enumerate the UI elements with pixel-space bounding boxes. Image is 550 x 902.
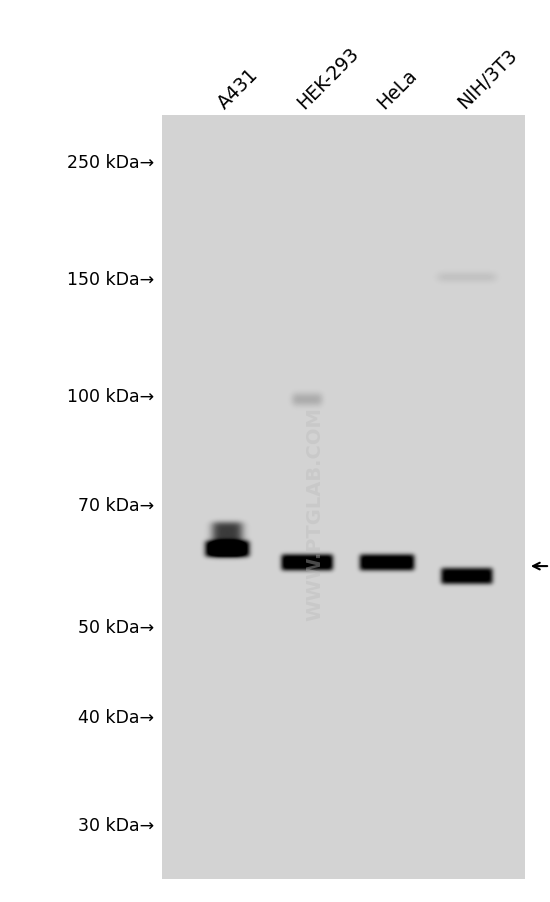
Text: HeLa: HeLa	[374, 66, 421, 113]
Text: WWW.PTGLAB.COM: WWW.PTGLAB.COM	[305, 407, 324, 621]
Text: 40 kDa→: 40 kDa→	[78, 708, 154, 726]
Text: 150 kDa→: 150 kDa→	[67, 271, 154, 289]
Text: 50 kDa→: 50 kDa→	[78, 618, 154, 636]
Text: 70 kDa→: 70 kDa→	[78, 496, 154, 514]
Text: 250 kDa→: 250 kDa→	[67, 153, 154, 171]
Text: 30 kDa→: 30 kDa→	[78, 816, 154, 834]
Text: 100 kDa→: 100 kDa→	[67, 388, 154, 406]
Bar	[162, 117, 525, 879]
Text: A431: A431	[214, 65, 262, 113]
Text: NIH/3T3: NIH/3T3	[454, 46, 520, 113]
Text: HEK-293: HEK-293	[294, 44, 363, 113]
